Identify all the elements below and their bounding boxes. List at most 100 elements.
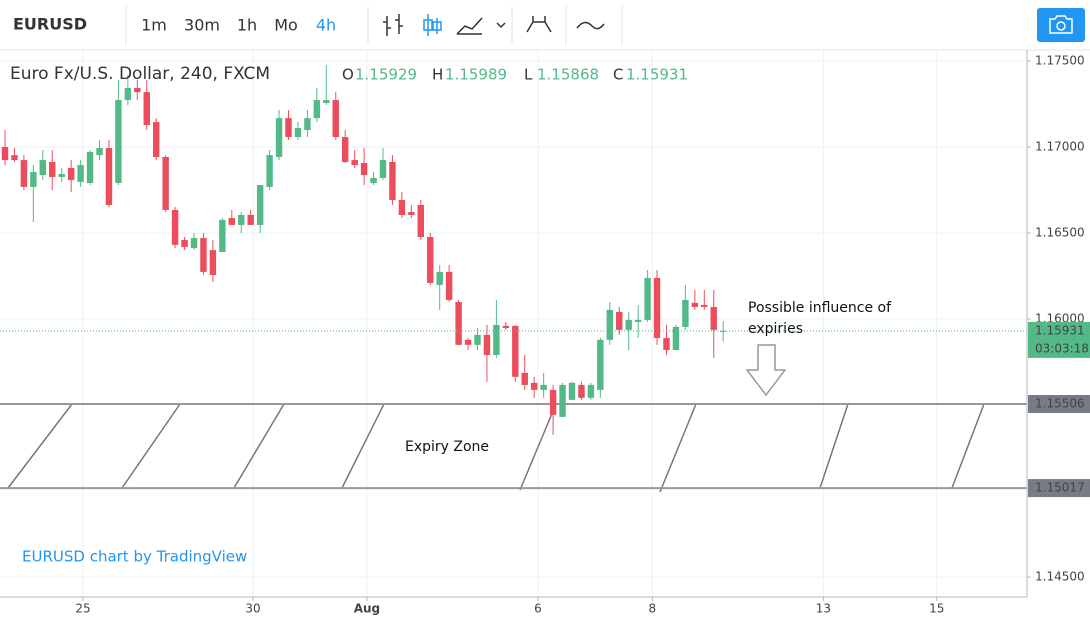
ohlc-key: O (342, 66, 354, 84)
hatch (519, 403, 557, 491)
interval-button[interactable]: Mo (274, 16, 298, 35)
bars-icon[interactable] (383, 14, 403, 36)
y-tick-label: 1.17500 (1035, 54, 1085, 68)
candle-body (200, 238, 207, 272)
x-tick-label: 25 (75, 602, 90, 616)
ohlc-key: H (432, 66, 443, 84)
candle-body (445, 271, 453, 300)
ohlc-key: L (524, 66, 533, 84)
label-layer: 1m 30m 1h Mo 4h1.175001.170001.165001.160001… (75, 16, 1090, 616)
candle-body (67, 168, 75, 181)
candle-body (710, 306, 717, 330)
x-tick-label: 30 (245, 602, 260, 616)
interval-button[interactable]: 4h (316, 16, 336, 35)
x-tick-label: Aug (354, 602, 380, 616)
annotation: expiries (748, 321, 803, 337)
interval-button[interactable]: 1h (237, 16, 257, 35)
candle-body (682, 299, 689, 327)
candle-body (606, 309, 614, 340)
candle-body (549, 389, 557, 415)
interval-button[interactable]: 1m (141, 16, 167, 35)
candle-body (294, 128, 302, 138)
candle-body (39, 160, 47, 176)
candle-body (578, 384, 585, 398)
candle-body (266, 155, 273, 187)
indicators-icon[interactable] (526, 16, 552, 33)
candle-body (285, 118, 292, 138)
candle-body (663, 337, 670, 350)
hatch (819, 403, 849, 489)
candle-body (493, 324, 500, 355)
camera-icon (1049, 15, 1073, 34)
last-price-box (1028, 321, 1090, 358)
toolbar-icons (383, 14, 605, 36)
snapshot-button[interactable] (1037, 8, 1085, 42)
zone-hatching (7, 403, 985, 493)
compare-icon[interactable] (576, 21, 605, 30)
candle-body (701, 304, 708, 307)
candle-body (464, 339, 472, 345)
candle-body (20, 160, 28, 187)
candle-body (105, 148, 113, 205)
y-tick-label: 1.14500 (1035, 570, 1085, 584)
candle-body (96, 148, 103, 156)
level-label-box (1028, 479, 1090, 498)
x-tick-label: 6 (534, 602, 542, 616)
candle-body (634, 319, 642, 322)
candle-body (1, 147, 9, 161)
candle-body (77, 165, 84, 182)
area-icon[interactable] (456, 17, 483, 35)
candle-body (379, 160, 387, 178)
watermark[interactable]: EURUSD chart by TradingView (22, 548, 247, 566)
candle-body (616, 311, 623, 330)
candle-body (502, 325, 510, 328)
candle-body (162, 156, 169, 210)
countdown-label: 03:03:18 (1035, 341, 1089, 355)
grid-layer (0, 50, 1027, 597)
candle-body (134, 88, 141, 93)
candle-body (521, 372, 528, 385)
candle-body (360, 163, 368, 176)
candle-body (30, 171, 37, 187)
candle-body (323, 100, 330, 103)
candle-body (644, 277, 651, 320)
candle-body (11, 155, 18, 161)
candle-body (275, 118, 283, 157)
chart-type-dropdown[interactable] (496, 22, 506, 29)
candle-body (436, 271, 443, 285)
candle-body (417, 204, 425, 237)
ohlc-value: 1.15929 (355, 66, 417, 84)
candle-body (427, 236, 434, 283)
candle-body (304, 118, 311, 130)
candle-body (143, 92, 150, 125)
candle-body (49, 161, 56, 177)
plot-layer (0, 65, 1027, 490)
candle-body (58, 174, 65, 177)
candle-body (115, 100, 122, 183)
symbol[interactable]: EURUSD (13, 15, 87, 34)
candle-body (351, 160, 358, 166)
candle-body (483, 334, 491, 355)
level-label: 1.15017 (1035, 481, 1085, 495)
toolbar (0, 0, 1090, 50)
interval-button[interactable]: 30m (184, 16, 220, 35)
candle-body (455, 301, 462, 345)
candle-body (474, 334, 481, 345)
candle-body (625, 319, 632, 330)
chart-title: Euro Fx/U.S. Dollar, 240, FXCM (10, 64, 270, 84)
candle-body (587, 384, 595, 398)
annotation: Expiry Zone (405, 439, 489, 455)
camera-lens (1056, 21, 1066, 31)
annotation: Possible influence of (748, 300, 892, 316)
candle-body (124, 88, 132, 101)
toolbar-separators (125, 6, 623, 44)
candle-body (228, 218, 236, 225)
candles-icon[interactable] (423, 14, 442, 36)
level-label: 1.15506 (1035, 397, 1085, 411)
candle-body (181, 239, 188, 247)
candle-body (219, 219, 226, 252)
hatch (659, 403, 697, 493)
x-tick-label: 15 (929, 602, 944, 616)
last-price-label: 1.15931 (1035, 323, 1085, 337)
